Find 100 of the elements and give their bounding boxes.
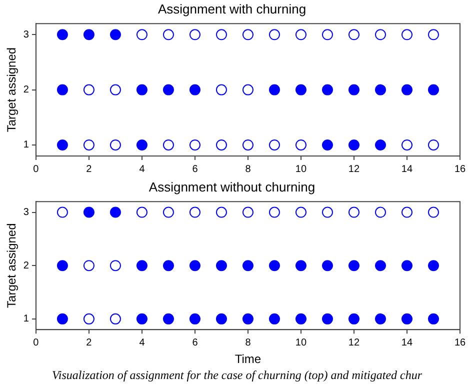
point	[322, 29, 333, 40]
point	[428, 313, 439, 324]
chart-title: Assignment without churning	[148, 179, 316, 194]
point	[56, 206, 68, 218]
x-tick-label: 2	[86, 164, 92, 175]
point	[162, 260, 174, 272]
point	[189, 29, 200, 40]
point	[428, 260, 439, 272]
point	[242, 29, 254, 40]
point	[322, 313, 333, 324]
x-tick-label: 16	[454, 164, 466, 175]
point	[295, 139, 306, 150]
x-tick-label: 4	[139, 164, 146, 175]
point	[216, 313, 227, 324]
point	[83, 206, 94, 218]
point	[189, 206, 200, 218]
point	[374, 84, 386, 96]
point	[216, 84, 227, 96]
point	[110, 84, 121, 96]
point	[428, 29, 439, 40]
point	[268, 206, 280, 218]
x-tick-label: 14	[401, 164, 413, 175]
point	[374, 313, 386, 324]
point	[136, 206, 148, 218]
x-tick-label: 6	[192, 337, 198, 348]
point	[401, 29, 412, 40]
point	[348, 313, 360, 324]
y-tick-label: 1	[23, 140, 30, 151]
chart-title: Assignment with churning	[158, 1, 306, 16]
x-axis-title: Time	[234, 352, 262, 366]
point	[242, 84, 254, 96]
point	[374, 260, 386, 272]
point	[56, 29, 68, 40]
x-tick-label: 6	[192, 164, 198, 175]
point	[428, 206, 439, 218]
point	[322, 206, 333, 218]
y-tick-label: 3	[23, 29, 30, 40]
point	[348, 206, 360, 218]
x-tick-label: 0	[33, 337, 40, 348]
point	[242, 139, 254, 150]
point	[136, 84, 148, 96]
point	[242, 260, 254, 272]
point	[295, 206, 306, 218]
point	[110, 29, 121, 40]
point	[348, 84, 360, 96]
point	[401, 313, 412, 324]
point	[295, 313, 306, 324]
point	[189, 139, 200, 150]
point	[216, 260, 227, 272]
point	[56, 313, 68, 324]
point	[268, 260, 280, 272]
point	[83, 29, 94, 40]
point	[136, 313, 148, 324]
point	[268, 313, 280, 324]
point	[136, 260, 148, 272]
point	[401, 260, 412, 272]
point	[401, 139, 412, 150]
point	[374, 139, 386, 150]
x-tick-label: 8	[245, 337, 252, 348]
point	[322, 139, 333, 150]
point	[56, 139, 68, 150]
point	[268, 29, 280, 40]
point	[322, 260, 333, 272]
point	[348, 260, 360, 272]
point	[83, 260, 94, 272]
x-tick-label: 0	[33, 164, 40, 175]
text: Visualization of assignment for the case of churning (top) and mitigated chur	[50, 368, 424, 383]
x-tick-label: 14	[401, 337, 413, 348]
point	[110, 139, 121, 150]
point	[162, 313, 174, 324]
point	[322, 84, 333, 96]
point	[295, 260, 306, 272]
y-tick-label: 1	[23, 314, 30, 325]
x-tick-label: 10	[295, 337, 307, 348]
point	[374, 206, 386, 218]
x-tick-label: 2	[86, 337, 92, 348]
point	[189, 84, 200, 96]
point	[83, 139, 94, 150]
x-tick-label: 4	[139, 337, 146, 348]
point	[295, 84, 306, 96]
point	[374, 29, 386, 40]
point	[216, 139, 227, 150]
point	[189, 313, 200, 324]
point	[401, 206, 412, 218]
y-axis-title: Target assigned	[4, 223, 19, 308]
x-tick-label: 16	[454, 337, 466, 348]
y-tick-label: 2	[23, 84, 30, 96]
point	[83, 313, 94, 324]
x-tick-label: 12	[348, 337, 360, 348]
point	[216, 29, 227, 40]
y-tick-label: 3	[23, 207, 30, 218]
point	[110, 313, 121, 324]
point	[83, 84, 94, 96]
point	[242, 313, 254, 324]
point	[401, 84, 412, 96]
point	[162, 29, 174, 40]
y-axis-title: Target assigned	[4, 47, 19, 132]
point	[136, 29, 148, 40]
point	[110, 206, 121, 218]
point	[348, 139, 360, 150]
